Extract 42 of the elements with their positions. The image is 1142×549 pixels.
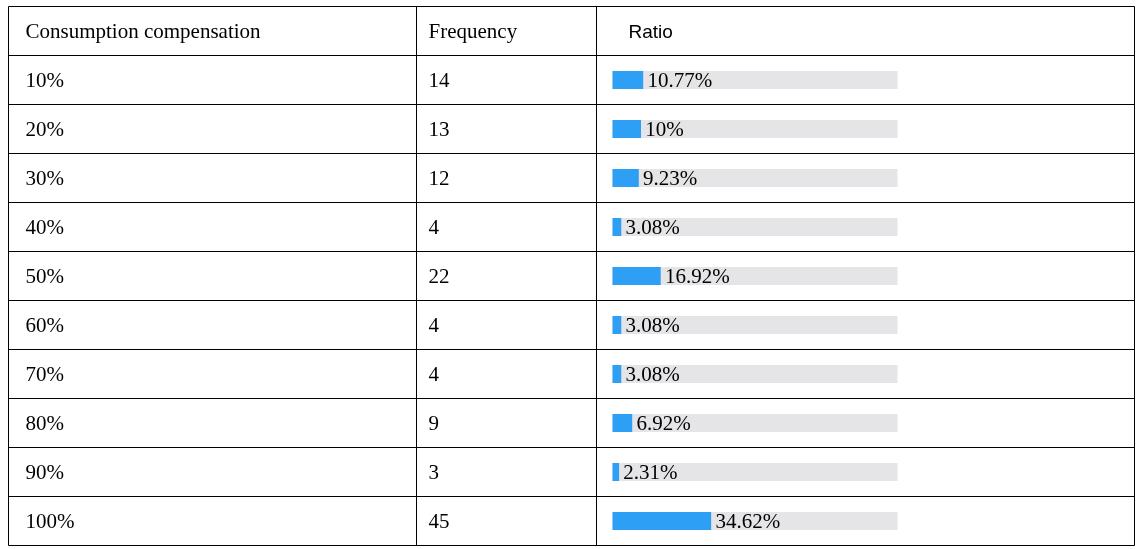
text: 4 [428, 362, 440, 386]
x-axis-title: Ratio [628, 20, 673, 42]
text: 12 [428, 166, 450, 190]
y-tick-label: 70% [25, 362, 64, 386]
bar [612, 169, 639, 187]
y-tick-label: 50% [25, 264, 64, 288]
bar [612, 267, 661, 285]
data-label: 3.08% [625, 313, 680, 337]
y-tick-label: 100% [25, 509, 75, 533]
data-label: 9.23% [643, 166, 698, 190]
bar [612, 71, 644, 89]
bar [612, 316, 622, 334]
data-label: 3.08% [625, 362, 680, 386]
y-tick-label: 30% [25, 166, 64, 190]
data-label: 34.62% [715, 509, 781, 533]
bar [612, 414, 633, 432]
y-tick-label: 80% [25, 411, 64, 435]
text: 3 [428, 460, 439, 484]
y-tick-label: 10% [25, 68, 64, 92]
text: 45 [428, 509, 450, 533]
bar [612, 120, 641, 138]
text: 4 [428, 215, 440, 239]
bar [612, 463, 620, 481]
y-tick-label: 60% [25, 313, 64, 337]
data-label: 6.92% [636, 411, 691, 435]
text: Frequency [428, 19, 518, 43]
y-tick-label: 90% [25, 460, 64, 484]
text: 9 [428, 411, 439, 435]
y-tick-label: 20% [25, 117, 64, 141]
data-label: 2.31% [623, 460, 678, 484]
data-label: 16.92% [664, 264, 730, 288]
bar [612, 365, 622, 383]
data-label: 3.08% [625, 215, 680, 239]
data-label: 10% [645, 117, 684, 141]
text: 22 [428, 264, 450, 288]
data-label: 10.77% [647, 68, 713, 92]
y-axis-title: Consumption compensation [25, 19, 262, 43]
text: 13 [428, 117, 450, 141]
text: 4 [428, 313, 440, 337]
text: 14 [428, 68, 450, 92]
bar [612, 218, 622, 236]
y-tick-label: 40% [25, 215, 64, 239]
